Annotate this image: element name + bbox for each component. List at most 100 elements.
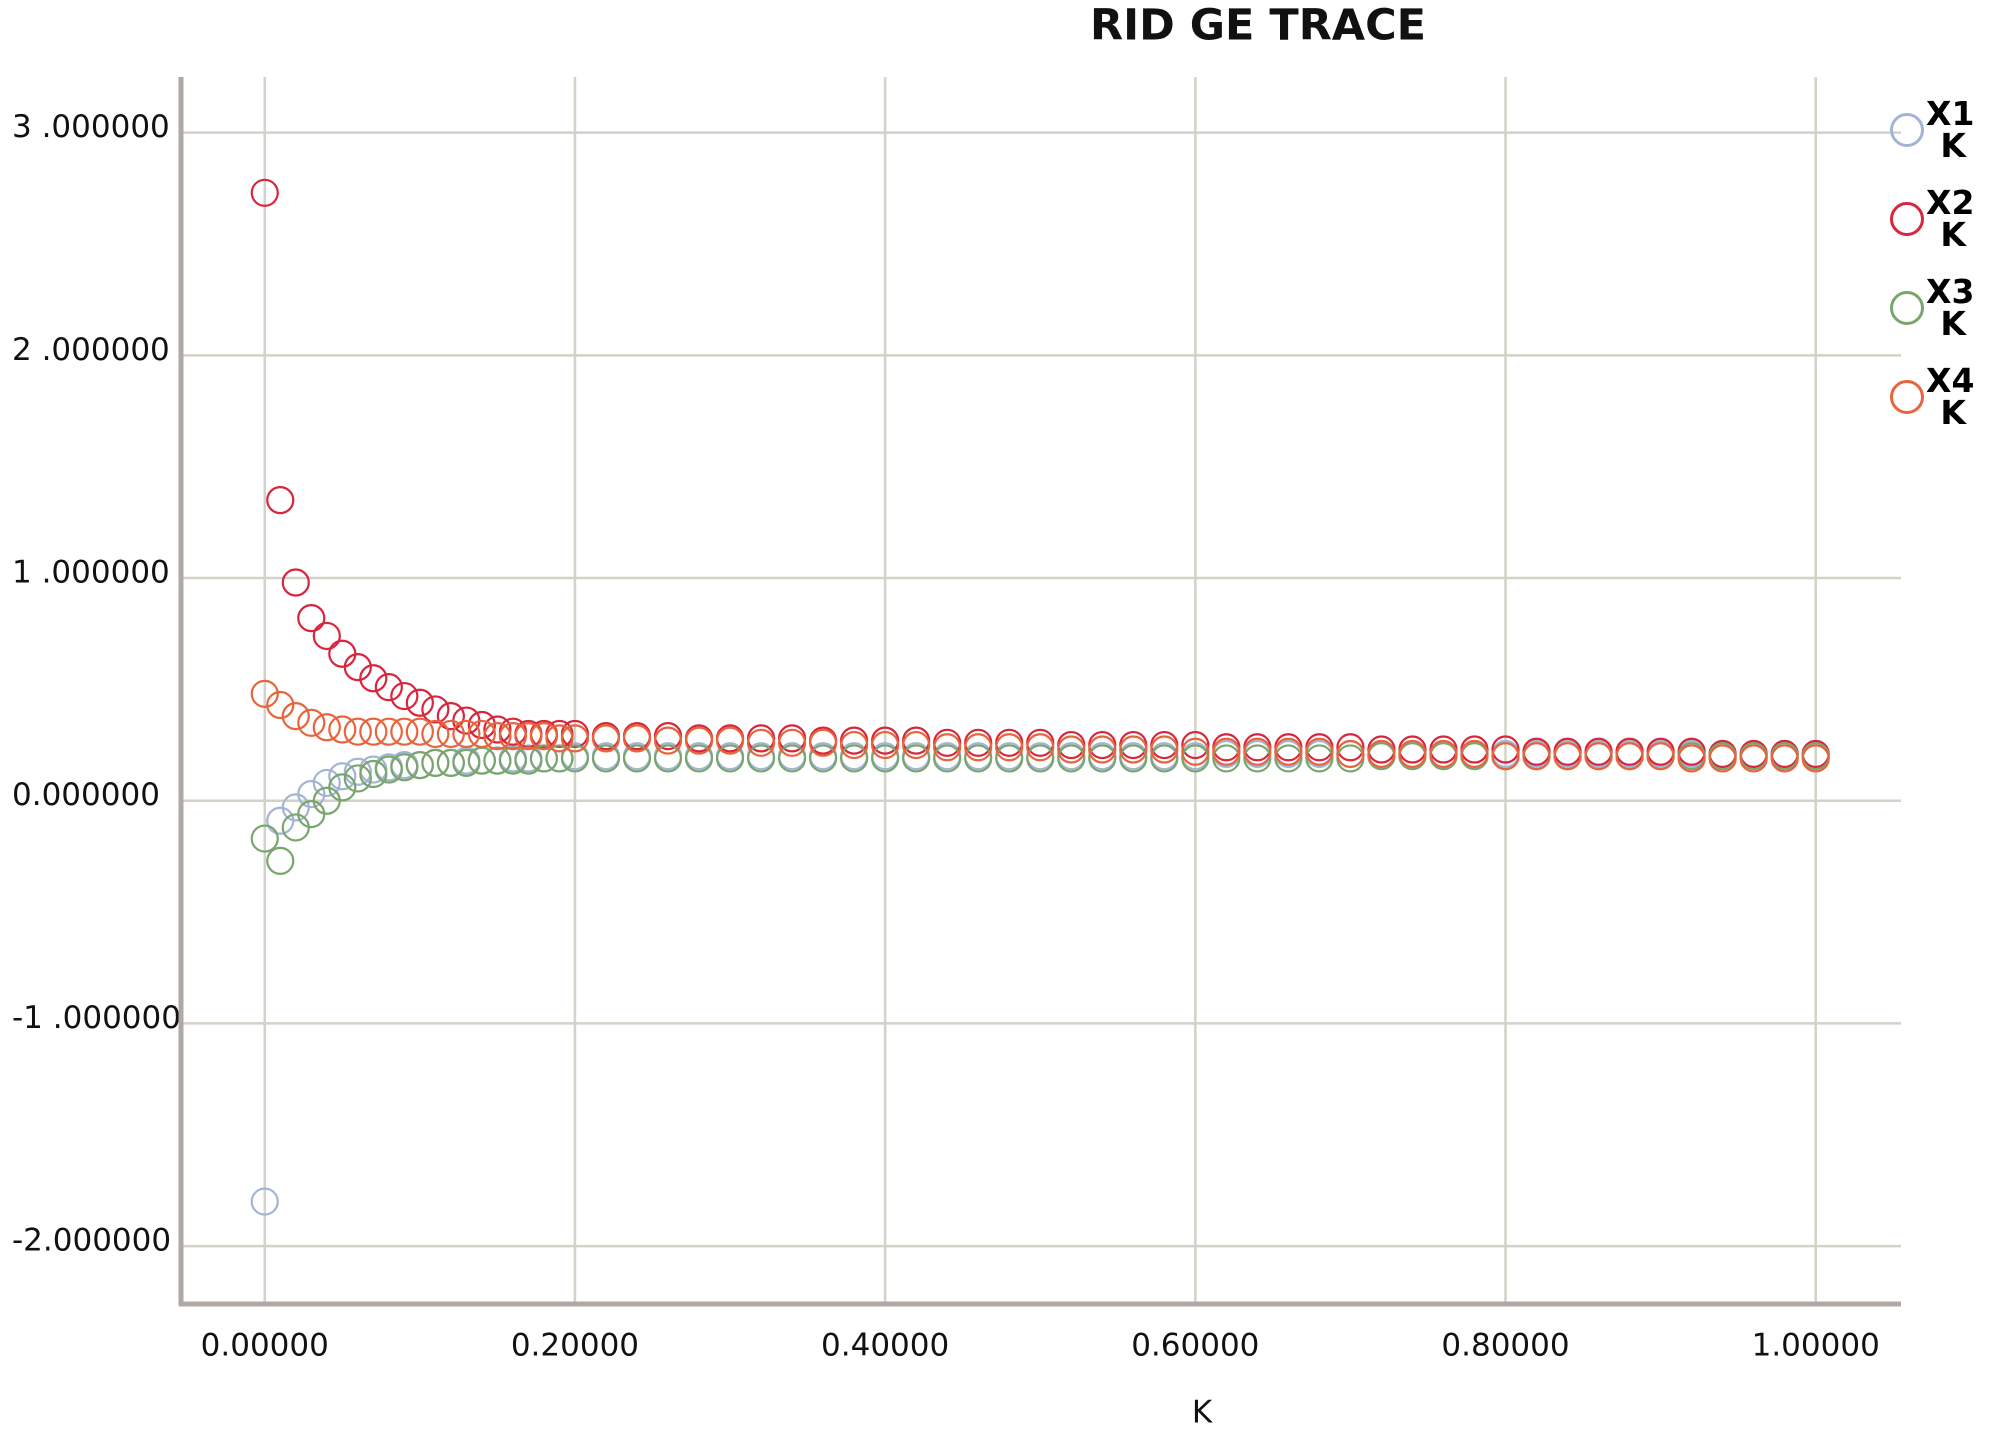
- point: [1491, 742, 1520, 771]
- point: [545, 744, 574, 773]
- legend-label: X4 K: [1926, 360, 1975, 432]
- point: [266, 846, 295, 875]
- point: [622, 744, 652, 773]
- point: [281, 568, 310, 597]
- point: [1646, 739, 1675, 769]
- point: [328, 762, 357, 791]
- point: [1708, 744, 1737, 773]
- point: [1181, 737, 1210, 766]
- point: [1801, 744, 1830, 773]
- point: [964, 744, 993, 773]
- point: [871, 744, 900, 773]
- point: [1212, 744, 1241, 773]
- point: [622, 724, 652, 753]
- y-tick-label: -2.000000: [12, 1223, 171, 1259]
- point: [1305, 744, 1334, 773]
- point: [452, 748, 481, 777]
- point: [1460, 739, 1489, 769]
- point: [374, 673, 403, 702]
- point: [715, 724, 745, 753]
- point: [715, 744, 745, 773]
- point: [1119, 744, 1148, 773]
- point: [777, 728, 807, 757]
- point: [902, 742, 931, 771]
- point: [343, 757, 372, 786]
- point: [250, 1187, 279, 1216]
- legend-item: X2 K: [1890, 174, 2000, 263]
- point: [1212, 737, 1241, 766]
- point: [1336, 739, 1365, 769]
- x-tick-label: 0.00000: [201, 1328, 329, 1364]
- point: [498, 722, 528, 751]
- point: [359, 717, 388, 746]
- point: [483, 746, 512, 775]
- point: [498, 746, 528, 775]
- point: [1367, 742, 1396, 771]
- point: [529, 722, 559, 751]
- point: [359, 759, 388, 789]
- point: [281, 702, 310, 731]
- x-tick-label: 0.80000: [1441, 1328, 1569, 1364]
- point: [297, 799, 326, 829]
- point: [933, 733, 962, 762]
- point: [1057, 744, 1086, 773]
- chart-title: RID GE TRACE: [1090, 1, 1426, 51]
- point: [374, 717, 403, 746]
- point: [1119, 742, 1148, 771]
- point: [483, 722, 512, 751]
- point: [1708, 742, 1737, 771]
- point: [421, 719, 450, 749]
- point: [390, 681, 419, 711]
- point: [1243, 744, 1272, 773]
- point: [436, 748, 465, 777]
- point: [436, 702, 465, 731]
- point: [1522, 742, 1551, 771]
- point: [1646, 742, 1675, 771]
- point: [871, 730, 900, 760]
- legend-item: X4 K: [1890, 352, 2000, 441]
- point: [343, 653, 372, 682]
- point: [1088, 735, 1117, 764]
- point: [995, 744, 1024, 773]
- point: [405, 750, 434, 780]
- point: [1119, 735, 1148, 764]
- point: [343, 764, 372, 793]
- x-tick-label: 0.20000: [511, 1328, 639, 1364]
- point: [902, 744, 931, 773]
- point: [1429, 742, 1458, 771]
- point: [1615, 742, 1644, 771]
- point: [1181, 730, 1210, 760]
- point: [1584, 742, 1613, 771]
- point: [653, 726, 683, 755]
- point: [328, 773, 357, 802]
- point: [405, 717, 434, 746]
- point: [312, 713, 341, 742]
- point: [250, 824, 279, 853]
- point: [281, 813, 310, 842]
- point: [390, 750, 419, 780]
- point: [653, 742, 683, 771]
- point: [653, 744, 683, 773]
- point: [715, 726, 745, 755]
- point: [1398, 742, 1427, 771]
- point: [746, 728, 776, 757]
- point: [1150, 742, 1179, 771]
- point: [312, 621, 341, 651]
- point: [1274, 744, 1303, 773]
- point: [840, 744, 869, 773]
- x-tick-label: 0.40000: [821, 1328, 949, 1364]
- point: [514, 722, 543, 751]
- legend-label: X2 K: [1926, 182, 1975, 254]
- point: [684, 726, 714, 755]
- point: [1243, 737, 1272, 766]
- point: [436, 719, 465, 749]
- point: [591, 744, 621, 773]
- point: [684, 724, 714, 753]
- legend-label: X1 K: [1926, 93, 1975, 165]
- y-tick-label: 3 .000000: [12, 109, 170, 145]
- legend-item: X1 K: [1890, 85, 2000, 174]
- point: [250, 679, 279, 708]
- point: [421, 748, 450, 777]
- legend: X1 K X2 K X3 K X4 K: [1890, 85, 2000, 441]
